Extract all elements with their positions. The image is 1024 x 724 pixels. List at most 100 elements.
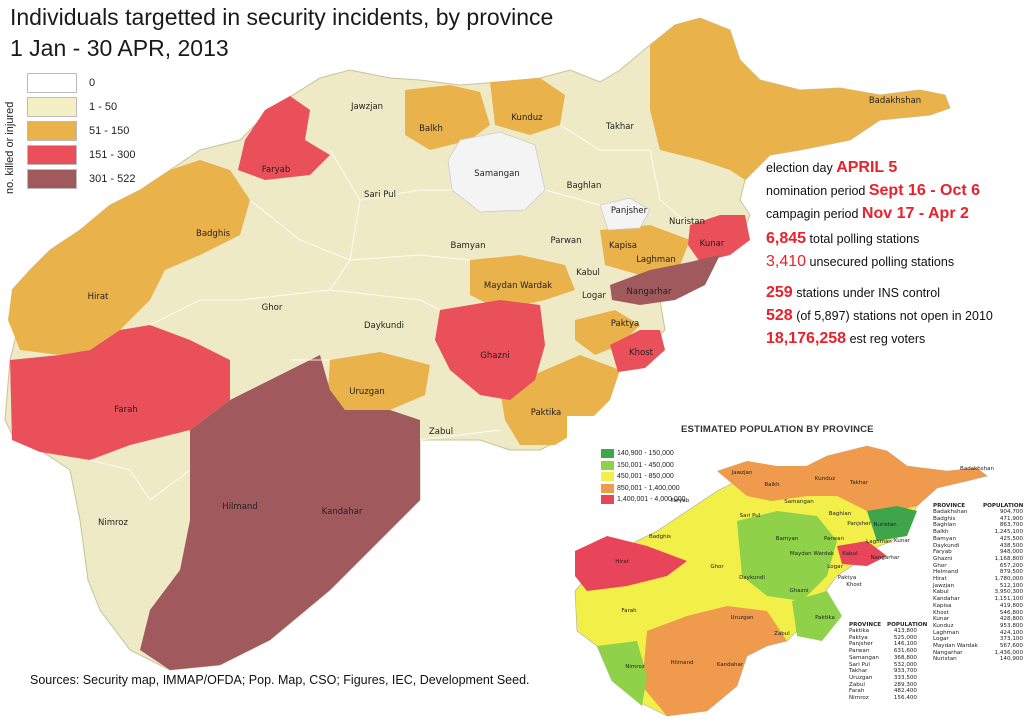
inset-legend-item: 140,900 - 150,000 (601, 448, 686, 460)
cell-population: 879,500 (999, 569, 1023, 576)
cell-province: Nuristan (933, 656, 957, 663)
legend-label: 51 - 150 (89, 125, 130, 137)
region-kunar (688, 215, 750, 262)
inset-region-orange-north (717, 446, 987, 511)
table-row: Maydan Wardak 567,600 (933, 643, 1023, 650)
province-label: Nangarhar (627, 287, 672, 297)
population-inset: Badakhshan Jawzjan Balkh Kunduz Takhar Faryab… (567, 416, 1024, 724)
cell-province: Badakhshan (933, 509, 968, 515)
table-row: Badakhshan 904,700 (933, 509, 1023, 516)
stat-value: 3,410 (766, 253, 807, 270)
cell-province: Parwan (849, 648, 870, 655)
table-row: Baghlan 863,700 (933, 522, 1023, 529)
cell-province: Laghman (933, 629, 960, 636)
table-row: Sari Pul 532,000 (849, 662, 917, 669)
inset-legend-item: 850,001 - 1,400,000 (601, 483, 686, 495)
province-label: Kandahar (322, 507, 363, 517)
stat-label: est reg voters (849, 332, 926, 346)
inset-province-label: Jawzjan (731, 470, 753, 476)
inset-province-label: Nangarhar (870, 555, 900, 561)
table-row: Farah 482,400 (849, 688, 917, 695)
region-kunduz (490, 78, 565, 135)
cell-population: 631,600 (893, 648, 917, 655)
province-label: Zabul (429, 427, 453, 437)
region-balkh (405, 85, 490, 150)
inset-region-green-east (867, 506, 917, 541)
cell-province: Faryab (933, 549, 952, 556)
inset-region-kabul (837, 541, 887, 566)
inset-province-label: Laghman (866, 539, 892, 545)
incident-legend: no. killed or injured 0 1 - 50 51 - 150 151… (4, 72, 150, 200)
cell-province: Farah (849, 688, 865, 695)
cell-population: 904,700 (999, 509, 1023, 515)
province-label: Maydan Wardak (484, 281, 552, 291)
table-row: Nimroz 156,400 (849, 695, 917, 702)
province-label: Samangan (474, 169, 519, 179)
province-label: Logar (582, 291, 606, 301)
header-population: POPULATION (887, 622, 928, 628)
cell-population: 438,500 (999, 542, 1023, 549)
table-row: Kunar 428,800 (933, 616, 1023, 623)
inset-legend-swatch (601, 472, 614, 482)
cell-province: Jawzjan (933, 582, 955, 589)
region-faryab (238, 96, 330, 180)
cell-province: Logar (933, 636, 949, 643)
stat-label: unsecured polling stations (809, 255, 955, 269)
table-row: Nangarhar 1,436,000 (933, 650, 1023, 657)
province-label: Badghis (196, 229, 231, 239)
cell-province: Badghis (933, 515, 956, 522)
inset-province-label: Farah (621, 608, 637, 614)
map-title: Individuals targetted in security incide… (10, 2, 553, 64)
inset-legend-label: 450,001 - 850,000 (617, 473, 674, 481)
cell-population: 1,245,100 (994, 529, 1023, 536)
stat-label: total polling stations (809, 232, 920, 246)
province-label: Parwan (551, 236, 582, 246)
province-label: Kabul (576, 268, 600, 278)
region-maydan-wardak (470, 255, 575, 310)
cell-population: 953,800 (999, 622, 1023, 629)
cell-population: 512,100 (999, 582, 1023, 589)
inset-province-label: Sari Pul (740, 513, 761, 519)
inset-legend-swatch (601, 449, 614, 459)
region-samangan (447, 131, 546, 213)
province-label: Badakhshan (869, 96, 921, 106)
inset-legend-label: 850,001 - 1,400,000 (617, 484, 680, 492)
cell-population: 428,800 (999, 616, 1023, 623)
cell-province: Nangarhar (933, 649, 963, 656)
province-label: Balkh (419, 124, 443, 134)
province-label: Takhar (605, 122, 635, 132)
table-row: Kandahar 1,151,100 (933, 596, 1023, 603)
cell-population: 140,900 (999, 656, 1023, 663)
cell-population: 933,700 (893, 668, 917, 675)
stat-value: Sept 16 - Oct 6 (868, 182, 981, 199)
legend-swatch (27, 169, 77, 189)
table-row: Helmand 879,500 (933, 569, 1023, 576)
cell-province: Maydan Wardak (933, 643, 978, 650)
province-label: Ghazni (480, 351, 509, 361)
cell-population: 482,400 (893, 688, 917, 695)
table-row: Paktya 525,000 (849, 635, 917, 642)
legend-item: 151 - 300 (27, 144, 135, 166)
stat-label: stations under INS control (796, 286, 941, 300)
stat-value: 18,176,258 (766, 330, 847, 347)
inset-region-nimroz (597, 641, 647, 706)
cell-population: 532,000 (893, 661, 917, 668)
province-label: Kunduz (511, 113, 543, 123)
inset-province-label: Daykundi (739, 575, 765, 581)
header-province: PROVINCE (933, 503, 966, 509)
province-label: Hirat (88, 292, 109, 302)
table-row: Nuristan 140,900 (933, 656, 1023, 663)
region-nangarhar (610, 255, 720, 305)
cell-province: Sari Pul (849, 661, 870, 668)
cell-province: Ghor (933, 562, 947, 569)
table-row: Laghman 424,100 (933, 630, 1023, 637)
inset-legend-item: 150,001 - 450,000 (601, 460, 686, 472)
inset-province-label: Balkh (764, 482, 780, 488)
legend-axis-label: no. killed or injured (4, 101, 16, 194)
cell-province: Takhar (849, 668, 868, 675)
inset-province-label: Takhar (849, 480, 869, 486)
cell-province: Kandahar (933, 596, 960, 603)
cell-population: 525,000 (893, 634, 917, 641)
table-row: Logar 373,100 (933, 636, 1023, 643)
